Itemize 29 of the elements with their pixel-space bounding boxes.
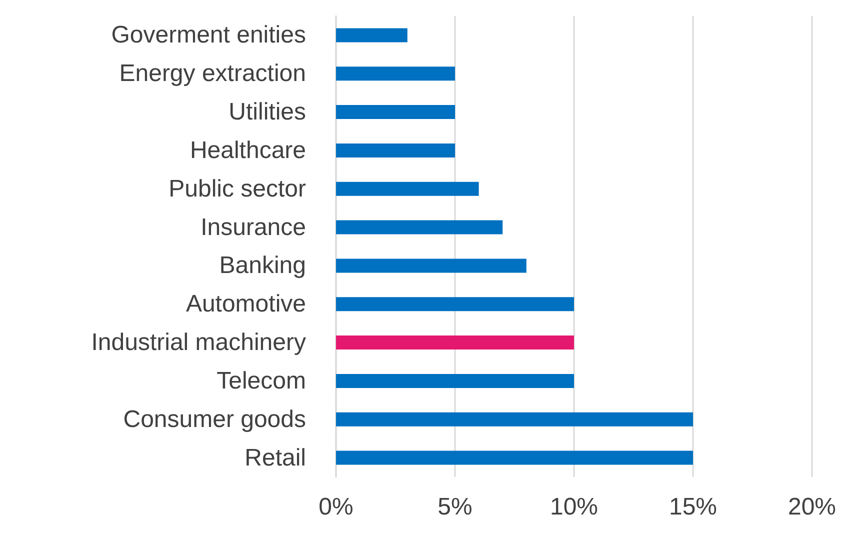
y-tick-label: Goverment enities [111, 22, 306, 49]
y-tick-label: Consumer goods [123, 406, 306, 433]
bar [336, 374, 574, 388]
y-tick-label: Public sector [168, 175, 306, 202]
y-tick-label: Banking [219, 252, 306, 280]
bar [336, 412, 693, 426]
x-tick-label: 10% [550, 494, 598, 520]
bar [336, 336, 574, 350]
bar [336, 182, 479, 196]
bar [336, 220, 503, 234]
y-tick-label: Healthcare [190, 136, 306, 164]
bar [336, 66, 455, 81]
y-tick-label: Automotive [186, 290, 306, 318]
y-tick-label: Telecom [216, 367, 306, 394]
y-tick-label: Retail [244, 444, 306, 472]
y-tick-label: Insurance [200, 214, 306, 241]
x-tick-label: 20% [788, 494, 836, 520]
bar [336, 105, 455, 120]
y-tick-label: Industrial machinery [91, 329, 306, 356]
bar [336, 28, 408, 42]
x-tick-label: 0% [318, 494, 354, 520]
y-tick-label: Utilities [228, 98, 306, 126]
bar [336, 143, 455, 158]
bar [336, 450, 693, 465]
bar [336, 297, 574, 312]
x-tick-label: 5% [438, 494, 472, 520]
x-tick-label: 15% [668, 494, 718, 520]
bar [336, 258, 526, 273]
y-tick-label: Energy extraction [119, 60, 306, 88]
